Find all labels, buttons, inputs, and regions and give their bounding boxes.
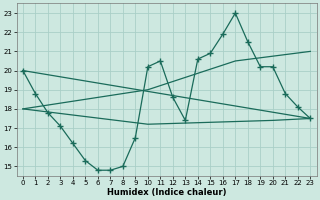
- X-axis label: Humidex (Indice chaleur): Humidex (Indice chaleur): [107, 188, 226, 197]
